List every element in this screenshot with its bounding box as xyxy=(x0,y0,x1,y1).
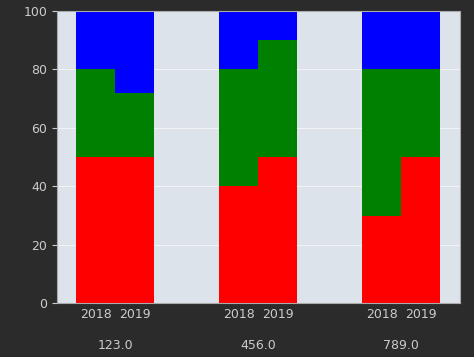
Bar xyxy=(362,69,401,216)
Text: 123.0: 123.0 xyxy=(98,338,133,352)
Bar xyxy=(115,93,155,157)
Bar xyxy=(219,11,258,69)
Bar xyxy=(401,11,440,69)
Bar xyxy=(76,157,115,303)
Text: 456.0: 456.0 xyxy=(240,338,276,352)
Bar xyxy=(76,69,115,157)
Bar xyxy=(115,11,155,93)
Bar xyxy=(362,11,401,69)
Bar xyxy=(258,157,297,303)
Bar xyxy=(219,186,258,303)
Bar xyxy=(115,157,155,303)
Bar xyxy=(258,11,297,40)
Bar xyxy=(401,157,440,303)
Bar xyxy=(258,40,297,157)
Bar xyxy=(401,69,440,157)
Text: 789.0: 789.0 xyxy=(383,338,419,352)
Bar xyxy=(219,69,258,186)
Bar xyxy=(76,11,115,69)
Bar xyxy=(362,216,401,303)
